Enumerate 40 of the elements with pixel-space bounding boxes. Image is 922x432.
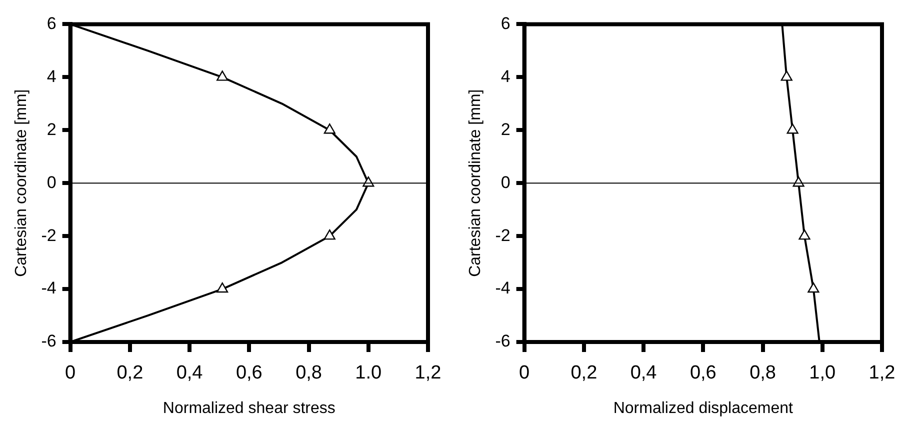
point (216, 70, 228, 81)
point (780, 70, 792, 81)
y-tick-label: 6 (500, 14, 510, 33)
y-tick-label: 0 (46, 172, 56, 192)
x-tick-label: 0,8 (750, 362, 776, 384)
y-tick-label: -2 (41, 226, 56, 245)
point (216, 282, 228, 293)
y-axis-title: Cartesian coordinate [mm] (13, 89, 30, 277)
y-tick-label: 2 (46, 120, 56, 139)
x-tick-label: 0,2 (570, 362, 598, 384)
x-tick-label: 0,8 (296, 362, 322, 384)
x-tick-label: 0,4 (176, 362, 204, 384)
point (808, 282, 820, 293)
x-tick-label: 1,0 (809, 362, 836, 384)
y-tick-label: 6 (46, 14, 56, 33)
x-axis-title: Normalized displacement (613, 400, 794, 417)
x-tick-label: 0 (519, 362, 530, 384)
x-tick-label: 0,4 (630, 362, 658, 384)
point (324, 124, 336, 134)
x-tick-label: 0,6 (690, 362, 716, 384)
y-tick-label: 4 (500, 66, 510, 86)
y-tick-label: 0 (500, 172, 510, 192)
x-tick-label: 0,2 (116, 362, 144, 384)
x-tick-label: 0,6 (236, 362, 262, 384)
y-tick-label: -4 (495, 278, 510, 298)
x-tick-label: 0 (65, 362, 76, 384)
point (798, 229, 810, 240)
x-tick-label: 1,2 (414, 362, 442, 384)
y-axis-title: Cartesian coordinate [mm] (467, 89, 484, 277)
y-tick-label: -4 (41, 278, 56, 298)
x-tick-label: 1,2 (868, 362, 896, 384)
y-tick-label: -6 (495, 332, 510, 351)
point (786, 124, 798, 134)
y-tick-label: 4 (46, 66, 56, 86)
y-tick-label: -2 (495, 226, 510, 245)
x-axis-title: Normalized shear stress (162, 400, 336, 417)
point (324, 229, 336, 240)
x-tick-label: 1.0 (355, 362, 382, 384)
y-tick-label: 2 (500, 120, 510, 139)
y-tick-label: -6 (41, 332, 56, 351)
